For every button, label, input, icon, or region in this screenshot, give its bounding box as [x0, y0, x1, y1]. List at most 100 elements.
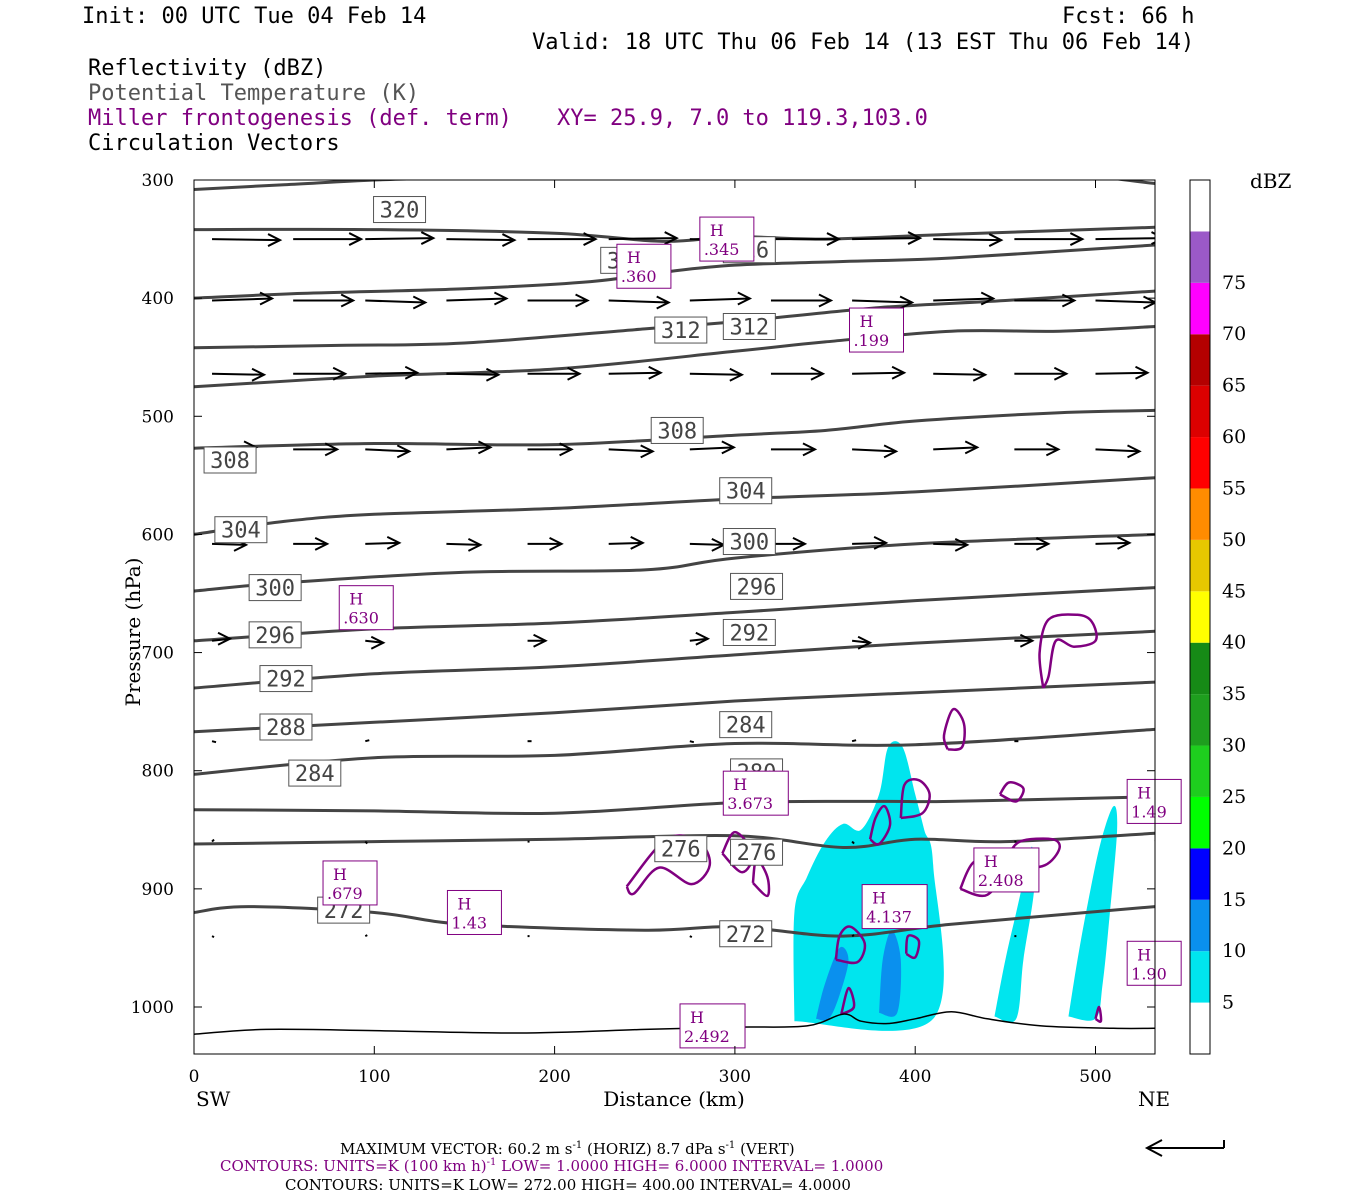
theta-contour-304	[194, 325, 1155, 389]
vector-arrow	[689, 291, 753, 306]
y-tick-label: 700	[142, 644, 174, 664]
svg-text:1.90: 1.90	[1131, 964, 1167, 983]
svg-text:1.43: 1.43	[451, 913, 487, 932]
theta-label: 300	[722, 528, 776, 556]
vector-arrow	[365, 739, 370, 743]
fronto-max-label: H2.408	[973, 847, 1040, 893]
svg-text:1.49: 1.49	[1131, 802, 1167, 821]
colorbar-tick-label: 75	[1222, 272, 1246, 294]
theta-label: 308	[650, 416, 704, 444]
vector-arrow	[851, 840, 855, 845]
vector-arrow	[852, 365, 907, 380]
svg-text:284: 284	[726, 714, 766, 739]
fronto-max-label: H1.43	[446, 889, 502, 935]
svg-text:H: H	[872, 889, 886, 908]
svg-text:H: H	[860, 312, 874, 331]
vector-arrow	[689, 631, 711, 646]
svg-text:H: H	[984, 852, 998, 871]
y-tick-label: 900	[142, 880, 174, 900]
svg-text:300: 300	[255, 577, 295, 602]
x-tick-label: 500	[1079, 1067, 1111, 1087]
theta-label: 304	[214, 516, 268, 544]
colorbar-tick-label: 40	[1222, 632, 1246, 654]
colorbar-bin	[1190, 231, 1210, 283]
colorbar-tick-label: 15	[1222, 889, 1246, 911]
vector-arrow	[527, 366, 582, 381]
colorbar-bin	[1190, 694, 1210, 746]
vector-arrow	[212, 367, 267, 382]
init-time: Init: 00 UTC Tue 04 Feb 14	[82, 4, 427, 29]
x-end-left: SW	[196, 1087, 231, 1111]
vector-arrow	[852, 231, 923, 245]
theta-label: 312	[722, 312, 776, 340]
y-tick-label: 600	[142, 525, 174, 545]
vector-arrow	[293, 536, 330, 551]
svg-text:H: H	[333, 865, 347, 884]
svg-text:H: H	[690, 1008, 704, 1027]
colorbar-tick-label: 35	[1222, 683, 1246, 705]
theta-contour-284	[194, 629, 1155, 690]
colorbar-bin	[1190, 591, 1210, 643]
theta-contour-276	[194, 727, 1155, 776]
vector-arrow	[293, 232, 364, 246]
vector-arrow	[770, 293, 834, 308]
colorbar-bin	[1190, 642, 1210, 695]
footer-contours-fronto: CONTOURS: UNITS=K (100 km h)-1 LOW= 1.00…	[220, 1157, 884, 1175]
svg-text:308: 308	[210, 449, 250, 474]
fronto-max-label: H1.90	[1126, 940, 1182, 986]
svg-text:H: H	[1137, 783, 1151, 802]
svg-text:292: 292	[266, 668, 306, 693]
vector-arrow	[770, 442, 818, 457]
field-reflectivity: Reflectivity (dBZ)	[88, 56, 327, 81]
reflectivity-cell-2	[879, 930, 902, 1017]
svg-text:304: 304	[726, 480, 766, 505]
colorbar-tick-label: 55	[1222, 477, 1246, 499]
vector-arrow	[770, 366, 826, 381]
colorbar-bin	[1190, 539, 1210, 592]
x-tick-label: 200	[538, 1067, 570, 1087]
fronto-max-label: H.345	[699, 216, 755, 262]
colorbar-bin	[1190, 437, 1210, 489]
vector-arrow	[446, 233, 517, 247]
field-theta: Potential Temperature (K)	[88, 81, 420, 106]
vector-arrow	[212, 233, 283, 247]
y-tick-label: 800	[142, 762, 174, 782]
vector-arrow	[527, 536, 564, 551]
theta-label: 292	[259, 665, 313, 693]
fronto-max-label: H4.137	[861, 884, 928, 930]
colorbar-bin	[1190, 385, 1210, 438]
theta-contour-300	[194, 408, 1155, 450]
svg-text:292: 292	[729, 621, 769, 646]
fronto-contour-5	[868, 804, 892, 846]
vector-arrow	[851, 635, 873, 650]
colorbar-bin	[1190, 848, 1210, 900]
vector-arrow	[364, 840, 368, 845]
colorbar-bin	[1190, 745, 1210, 797]
colorbar-tick-label: 5	[1222, 992, 1234, 1014]
theta-label: 304	[719, 477, 773, 505]
fronto-contour-13	[1094, 1005, 1103, 1023]
fronto-max-label: H2.492	[679, 1003, 746, 1049]
svg-text:.630: .630	[343, 609, 379, 628]
svg-text:H: H	[457, 894, 471, 913]
reflectivity-cell-1	[816, 946, 849, 1021]
fronto-max-label: H.360	[616, 243, 672, 289]
svg-text:H: H	[710, 221, 724, 240]
vector-arrow	[933, 233, 1004, 247]
vector-arrow	[1014, 232, 1085, 246]
fronto-contour-8	[840, 986, 856, 1016]
vector-arrow	[1154, 639, 1155, 641]
fronto-max-label: H.630	[338, 585, 394, 631]
svg-text:H: H	[1137, 945, 1151, 964]
svg-text:312: 312	[661, 319, 701, 344]
vector-arrow	[770, 232, 842, 246]
colorbar-bin	[1190, 796, 1210, 849]
vector-arrow	[211, 838, 215, 843]
vector-arrow	[527, 232, 598, 246]
vector-arrow	[1014, 293, 1077, 308]
svg-text:4.137: 4.137	[866, 908, 912, 927]
vector-arrow	[689, 440, 737, 455]
vector-arrow	[689, 935, 693, 939]
vector-arrow	[211, 291, 275, 306]
theta-contour-296	[194, 476, 1155, 536]
